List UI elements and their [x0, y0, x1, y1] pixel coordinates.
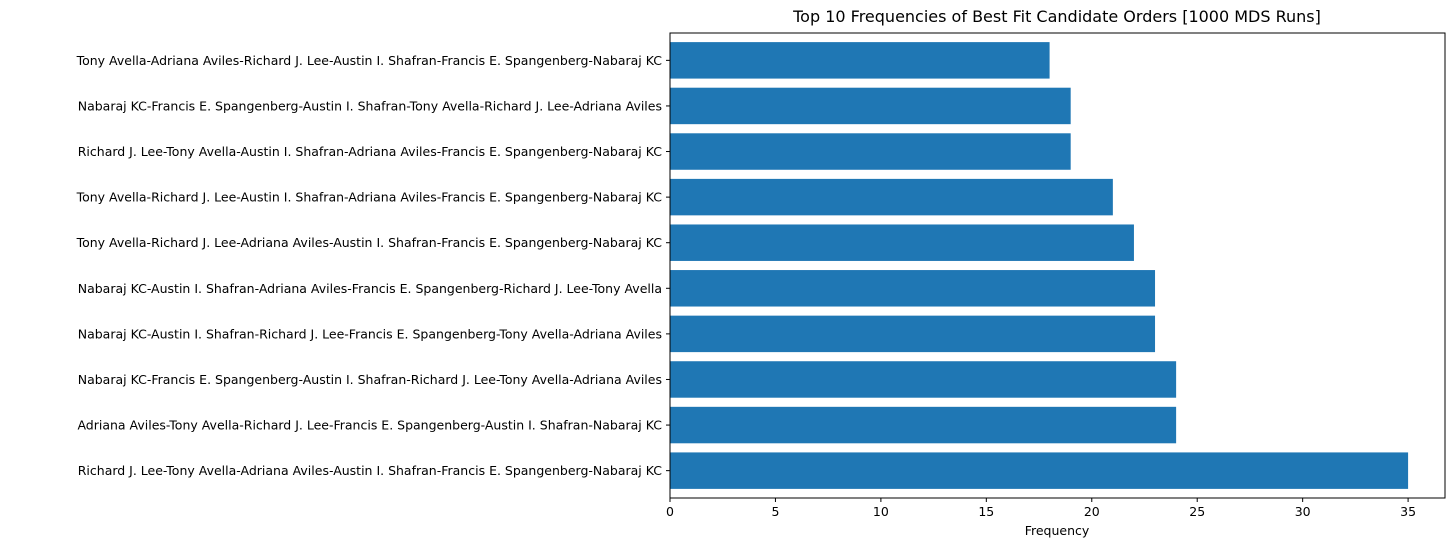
chart-title: Top 10 Frequencies of Best Fit Candidate…: [792, 7, 1321, 26]
x-tick-label: 30: [1295, 504, 1311, 519]
x-tick-label: 15: [978, 504, 994, 519]
bar-3: [670, 315, 1156, 353]
bars-group: [670, 42, 1409, 489]
bar-2: [670, 361, 1177, 398]
category-label: Nabaraj KC-Austin I. Shafran-Richard J. …: [78, 326, 662, 341]
x-tick-label: 25: [1189, 504, 1205, 519]
category-label: Nabaraj KC-Francis E. Spangenberg-Austin…: [78, 372, 662, 387]
x-tick-label: 10: [873, 504, 889, 519]
plot-border: [669, 32, 1446, 499]
category-label: Nabaraj KC-Austin I. Shafran-Adriana Avi…: [78, 281, 662, 296]
bar-7: [670, 133, 1071, 170]
x-axis-ticks: 0 5 10 15 20 25 30 35: [666, 498, 1416, 519]
category-label: Nabaraj KC-Francis E. Spangenberg-Austin…: [78, 98, 662, 113]
x-tick-label: 20: [1084, 504, 1100, 519]
category-label: Richard J. Lee-Tony Avella-Austin I. Sha…: [78, 144, 663, 159]
x-tick-label: 5: [771, 504, 779, 519]
bar-0: [670, 452, 1409, 489]
x-tick-label: 0: [666, 504, 674, 519]
bar-4: [670, 270, 1156, 307]
x-axis-label: Frequency: [1025, 523, 1090, 538]
bar-1: [670, 406, 1177, 444]
axes-frame: [669, 32, 1446, 499]
category-label: Tony Avella-Richard J. Lee-Austin I. Sha…: [76, 190, 663, 205]
category-labels: Richard J. Lee-Tony Avella-Adriana Avile…: [76, 53, 670, 478]
bar-9: [670, 42, 1050, 79]
bar-6: [670, 178, 1113, 216]
bar-8: [670, 87, 1071, 125]
category-label: Richard J. Lee-Tony Avella-Adriana Avile…: [78, 463, 663, 478]
category-label: Tony Avella-Adriana Aviles-Richard J. Le…: [76, 53, 663, 68]
category-label: Tony Avella-Richard J. Lee-Adriana Avile…: [76, 235, 663, 250]
category-label: Adriana Aviles-Tony Avella-Richard J. Le…: [77, 418, 662, 433]
bar-5: [670, 224, 1134, 261]
x-tick-label: 35: [1400, 504, 1416, 519]
